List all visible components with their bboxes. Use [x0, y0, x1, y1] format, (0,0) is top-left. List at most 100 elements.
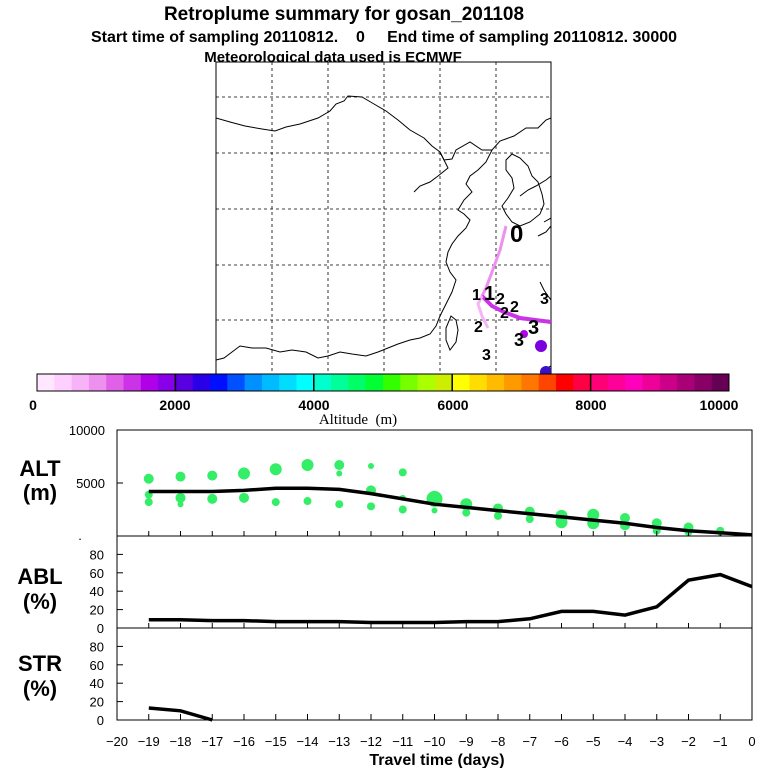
alt-ylabel: ALT — [19, 456, 61, 481]
colorbar-swatch — [383, 374, 401, 391]
map-day-label: 2 — [500, 305, 509, 322]
colorbar-tick-label: 8000 — [575, 397, 606, 413]
alt-ylabel-unit: (m) — [23, 480, 57, 505]
abl-ylabel: ABL — [17, 564, 62, 589]
alt-cluster-point — [431, 507, 438, 514]
str-ytick-label: 20 — [90, 695, 104, 710]
colorbar-swatch — [296, 374, 315, 391]
x-tick-label: −1 — [713, 734, 728, 749]
str-ytick-label: 0 — [97, 713, 104, 728]
colorbar-swatch — [244, 374, 263, 391]
alt-cluster-point — [587, 508, 600, 521]
colorbar: 0 2000 4000 6000 8000 10000 Altitude (m) — [29, 373, 739, 428]
colorbar-swatch — [71, 374, 90, 391]
x-tick-label: −18 — [169, 734, 191, 749]
colorbar-swatch — [279, 374, 297, 391]
abl-ytick-label: 80 — [90, 547, 104, 562]
str-line — [148, 706, 213, 722]
colorbar-swatch — [140, 374, 159, 391]
x-tick-label: −17 — [201, 734, 223, 749]
alt-cluster-point — [143, 473, 154, 484]
x-tick-label: −5 — [586, 734, 601, 749]
alt-cluster-point — [525, 515, 534, 524]
colorbar-tick-label: 6000 — [437, 397, 468, 413]
x-tick-label: −19 — [138, 734, 160, 749]
x-tick-label: −16 — [233, 734, 255, 749]
x-tick-label: −12 — [360, 734, 382, 749]
str-ytick-label: 80 — [90, 639, 104, 654]
alt-cluster-point — [462, 508, 471, 517]
alt-cluster-point — [368, 463, 374, 470]
figure-title: Retroplume summary for gosan_201108 — [164, 4, 524, 25]
abl-ylabel-unit: (%) — [23, 589, 57, 614]
x-tick-label: −7 — [522, 734, 537, 749]
abl-panel: ABL (%) 80 60 40 20 0 — [17, 535, 753, 636]
colorbar-swatch — [469, 374, 488, 391]
map-graticule — [216, 62, 551, 374]
plume-trail — [476, 225, 551, 374]
colorbar-frame — [36, 373, 730, 392]
str-ylabel-unit: (%) — [23, 676, 57, 701]
map-day-label: 2 — [496, 291, 505, 308]
colorbar-swatch — [261, 374, 280, 391]
colorbar-swatch — [556, 374, 574, 391]
x-tick-label: −6 — [554, 734, 569, 749]
colorbar-tick-label: 2000 — [159, 397, 190, 413]
colorbar-swatch — [175, 374, 194, 391]
colorbar-swatch — [434, 374, 453, 391]
colorbar-swatch — [642, 374, 661, 391]
alt-cluster-point — [303, 497, 312, 506]
alt-cluster-point — [367, 502, 375, 511]
alt-panel: ALT (m) 10000 5000 . — [19, 423, 753, 543]
alt-cluster-point — [175, 471, 186, 482]
colorbar-swatch — [88, 374, 107, 391]
alt-cluster-point — [398, 505, 407, 514]
map-day-label: 2 — [474, 319, 483, 336]
sampling-times: Start time of sampling 20110812. 0 End t… — [91, 29, 677, 46]
colorbar-swatch — [417, 374, 436, 391]
x-tick-label: −20 — [106, 734, 128, 749]
colorbar-swatch — [486, 374, 505, 391]
colorbar-swatch — [607, 374, 626, 391]
abl-ytick-label: 40 — [90, 584, 104, 599]
map-day-label: 3 — [514, 330, 524, 350]
colorbar-swatch — [659, 374, 678, 391]
colorbar-swatch — [227, 374, 245, 391]
colorbar-swatch — [694, 374, 713, 391]
plume-blob — [535, 340, 547, 352]
colorbar-label: Altitude (m) — [319, 412, 397, 428]
abl-panel-frame — [116, 535, 753, 629]
map-panel: 0 1 1 2 2 2 2 3 3 3 3 — [215, 61, 552, 375]
colorbar-swatch — [106, 374, 124, 391]
plume-blob — [520, 330, 528, 338]
x-axis-label: Travel time (days) — [369, 752, 504, 768]
colorbar-swatch — [625, 374, 643, 391]
alt-cluster-point — [239, 492, 249, 503]
alt-cluster-point — [207, 470, 218, 481]
str-yticks: 80 60 40 20 0 — [90, 639, 123, 728]
colorbar-swatch — [590, 374, 609, 391]
alt-cluster-point — [555, 516, 568, 529]
alt-cluster-point — [144, 498, 153, 507]
colorbar-swatch — [313, 374, 332, 391]
x-tick-label: −4 — [618, 734, 633, 749]
colorbar-swatch — [573, 374, 591, 391]
colorbar-swatch — [348, 374, 367, 391]
alt-ytick-label: 5000 — [76, 476, 105, 491]
plume-segment — [480, 294, 551, 324]
alt-cluster-point — [269, 463, 282, 476]
alt-cluster-point — [175, 492, 186, 503]
alt-cluster-point — [335, 500, 344, 509]
map-day-label: 3 — [528, 317, 539, 339]
alt-cluster-point — [207, 493, 218, 504]
map-day-label: 3 — [482, 347, 491, 364]
x-tick-label: −11 — [392, 734, 413, 749]
plume-segment — [480, 225, 508, 297]
alt-cluster-point — [301, 458, 314, 471]
colorbar-swatches — [37, 374, 730, 391]
abl-ytick-label: 20 — [90, 603, 104, 618]
alt-cluster-point — [620, 512, 630, 523]
colorbar-swatch — [210, 374, 228, 391]
